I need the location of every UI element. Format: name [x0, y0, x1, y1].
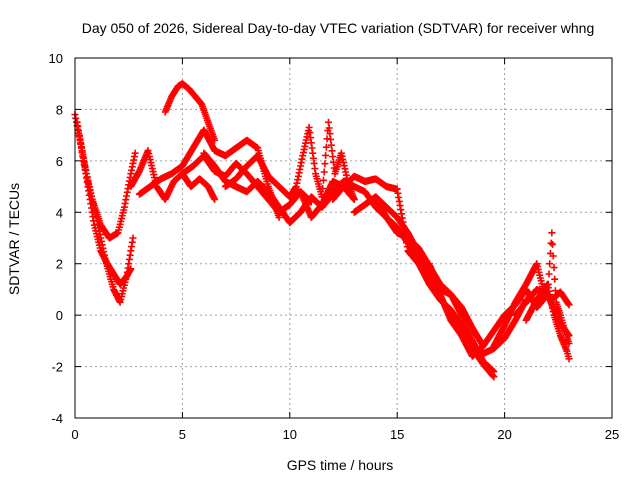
data-point	[131, 149, 139, 157]
data-point	[321, 160, 329, 168]
data-point	[129, 234, 137, 242]
data-point	[565, 301, 573, 309]
data-point	[551, 287, 559, 295]
data-point	[320, 168, 328, 176]
x-tick-label: 25	[605, 427, 619, 442]
data-point	[547, 239, 555, 247]
data-point	[322, 151, 330, 159]
data-point	[549, 240, 557, 248]
y-tick-label: -2	[51, 360, 63, 375]
data-point	[550, 264, 558, 272]
series-satellite-track-7	[178, 152, 315, 216]
x-tick-label: 0	[71, 427, 78, 442]
data-points	[71, 80, 573, 381]
data-point	[350, 195, 358, 203]
x-tick-label: 5	[179, 427, 186, 442]
axes	[74, 57, 613, 419]
data-point	[548, 229, 556, 237]
series-satellite-track-18	[522, 280, 573, 363]
data-point	[490, 373, 498, 381]
x-tick-label: 20	[497, 427, 511, 442]
data-point	[319, 185, 327, 193]
y-tick-label: 8	[56, 102, 63, 117]
data-point	[319, 176, 327, 184]
y-tick-label: 10	[49, 51, 63, 66]
data-point	[322, 143, 330, 151]
data-point	[565, 339, 573, 347]
data-point	[551, 275, 559, 283]
series-satellite-track-2	[73, 118, 139, 242]
chart-title: Day 050 of 2026, Sidereal Day-to-day VTE…	[82, 20, 595, 36]
y-axis-label: SDTVAR / TECUs	[6, 183, 22, 295]
series-satellite-track-6	[135, 126, 283, 221]
series-satellite-track-3	[75, 131, 137, 306]
y-tick-label: 0	[56, 308, 63, 323]
data-point	[318, 193, 326, 201]
y-tick-label: -4	[51, 411, 63, 426]
y-tick-label: 4	[56, 205, 63, 220]
x-axis-label: GPS time / hours	[287, 457, 394, 473]
tick-labels: 0 5 10 15 20 25 -4 -2 0 2 4 6 8 10	[49, 51, 620, 442]
data-point	[549, 252, 557, 260]
series-satellite-track-5	[161, 80, 219, 144]
x-tick-label: 10	[283, 427, 297, 442]
series-satellite-track-14	[372, 193, 530, 358]
x-tick-label: 15	[390, 427, 404, 442]
plot-frame	[74, 57, 613, 419]
y-tick-label: 6	[56, 154, 63, 169]
data-point	[546, 260, 554, 268]
grid-lines	[75, 58, 612, 418]
y-tick-label: 2	[56, 257, 63, 272]
data-point	[565, 355, 573, 363]
data-point	[211, 195, 219, 203]
data-point	[545, 270, 553, 278]
